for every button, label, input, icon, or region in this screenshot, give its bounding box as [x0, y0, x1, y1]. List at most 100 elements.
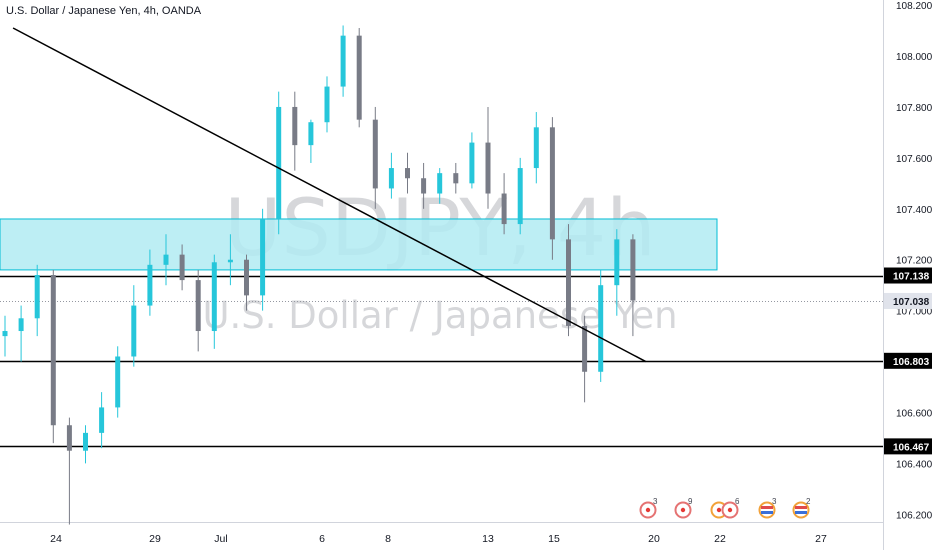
badge-background	[884, 292, 932, 309]
candle-body	[356, 35, 362, 120]
time-tick-label: 6	[319, 533, 325, 545]
candle-up	[388, 152, 394, 199]
candle-up	[211, 254, 217, 349]
candle-body	[131, 305, 137, 357]
candle-up	[260, 208, 266, 311]
price-tick-label: 107.200	[896, 256, 932, 267]
candle-down	[453, 162, 459, 194]
flag-icon-stripe	[761, 506, 773, 509]
event-count: 3	[772, 497, 777, 506]
candle-body	[598, 285, 604, 372]
candle-up	[340, 25, 346, 97]
candle-body	[517, 168, 523, 225]
level-price-badge[interactable]: 107.138	[884, 267, 932, 284]
time-tick-label: 15	[548, 533, 560, 545]
candle-body	[308, 122, 314, 146]
candle-down	[501, 173, 507, 235]
flag-icon-stripe	[761, 511, 773, 514]
candle-body	[437, 173, 443, 194]
candle-body	[163, 254, 169, 265]
candle-up	[227, 234, 233, 286]
candle-body	[292, 106, 298, 146]
candle-up	[437, 168, 443, 204]
badge-background	[884, 438, 932, 455]
time-tick-label: 13	[482, 533, 494, 545]
candle-up	[131, 285, 137, 367]
candle-body	[99, 407, 105, 433]
candle-body	[115, 356, 121, 408]
candle-up	[308, 119, 314, 163]
price-axis[interactable]: 108.200 108.000 107.800 107.600 107.400 107.2…	[884, 1, 932, 521]
candle-up	[163, 234, 169, 286]
candle-up	[276, 91, 282, 235]
economic-events[interactable]: 3 9 6 3 2	[639, 497, 812, 519]
candle-down	[405, 152, 410, 194]
candle-body	[421, 178, 427, 194]
candle-body	[147, 264, 153, 306]
candle-body	[372, 119, 378, 189]
badge-label: 107.038	[893, 297, 930, 308]
candle-down	[66, 417, 72, 525]
candle-body	[34, 275, 40, 319]
candle-body	[614, 239, 620, 286]
badge-background	[884, 267, 932, 284]
candle-body	[227, 259, 233, 263]
event-marker[interactable]: 3	[639, 497, 659, 519]
badge-label: 107.138	[893, 272, 930, 283]
chart-title: U.S. Dollar / Japanese Yen, 4h, OANDA	[6, 5, 202, 17]
time-tick-label: 20	[648, 533, 660, 545]
candle-body	[501, 193, 507, 225]
candle-body	[549, 127, 555, 240]
event-count: 3	[653, 497, 658, 506]
horizontal-levels[interactable]	[0, 275, 883, 448]
event-marker[interactable]: 2	[792, 497, 812, 519]
time-axis[interactable]: 24 29 Jul 6 8 13 15 20 22 27	[50, 533, 827, 545]
candle-down	[421, 162, 427, 209]
candle-up	[2, 315, 8, 357]
event-dot-icon	[727, 507, 733, 513]
event-marker[interactable]: 9	[674, 497, 694, 519]
level-price-badge[interactable]: 106.467	[884, 438, 932, 455]
candle-body	[453, 173, 459, 184]
descending-trendline[interactable]	[12, 27, 647, 363]
candle-down	[485, 106, 491, 209]
event-marker[interactable]: 3	[758, 497, 778, 519]
event-dot-icon	[716, 507, 722, 513]
candle-down	[244, 254, 249, 311]
level-price-badge[interactable]: 106.803	[884, 352, 932, 369]
candle-body	[195, 280, 201, 332]
candle-body	[405, 168, 410, 179]
time-tick-label: 29	[149, 533, 161, 545]
time-tick-label: 8	[385, 533, 391, 545]
time-tick-label: 22	[714, 533, 726, 545]
resistance-zone-rect[interactable]	[0, 218, 718, 271]
price-tick-label: 107.800	[896, 103, 932, 114]
candles	[2, 25, 636, 525]
candle-down	[195, 269, 201, 352]
time-tick-label: 27	[815, 533, 827, 545]
candle-body	[260, 218, 266, 296]
flag-icon-stripe	[795, 511, 807, 514]
event-marker[interactable]: 6	[710, 497, 741, 519]
candle-body	[179, 254, 185, 281]
candle-body	[66, 425, 72, 451]
event-dot-icon	[645, 507, 651, 513]
candle-down	[292, 91, 298, 171]
badge-label: 106.803	[893, 357, 930, 368]
trendline[interactable]	[12, 27, 647, 363]
candle-up	[517, 157, 523, 235]
candle-body	[469, 142, 475, 184]
candle-body	[388, 168, 394, 189]
flag-icon-stripe	[795, 506, 807, 509]
candle-body	[50, 275, 56, 426]
price-tick-label: 108.200	[896, 1, 932, 12]
candle-down	[630, 234, 636, 337]
time-tick-label: 24	[50, 533, 62, 545]
candle-up	[598, 269, 604, 382]
resistance-zone[interactable]	[0, 218, 718, 271]
candle-up	[115, 346, 121, 418]
candle-down	[582, 315, 588, 403]
price-tick-label: 106.200	[896, 510, 932, 521]
current-price-badge[interactable]: 107.038	[884, 292, 932, 309]
